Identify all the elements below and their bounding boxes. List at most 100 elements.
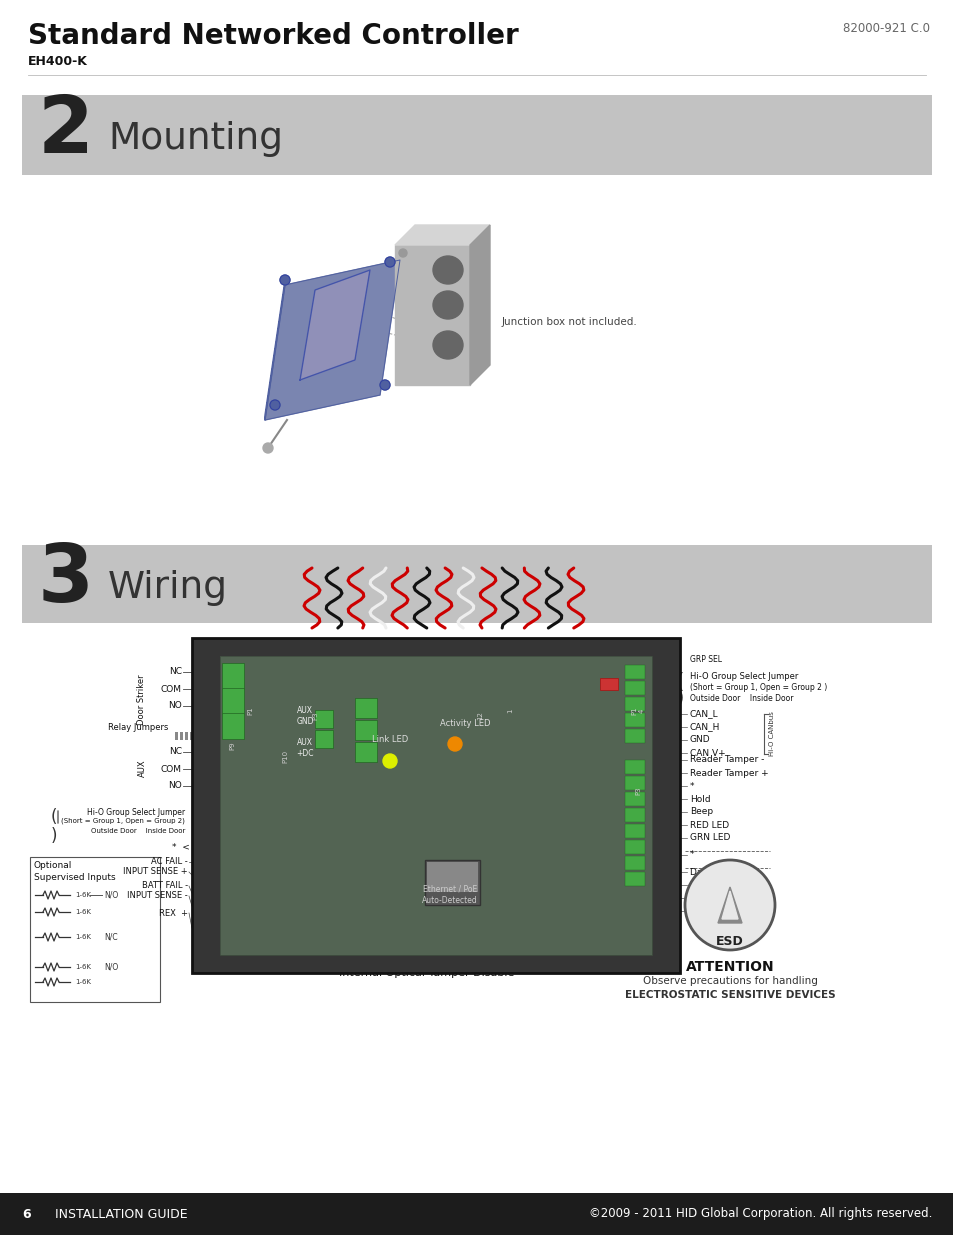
Bar — [427, 862, 477, 892]
Bar — [624, 664, 644, 679]
Bar — [314, 730, 333, 748]
Polygon shape — [395, 225, 490, 245]
Text: Reader Tamper +: Reader Tamper + — [689, 768, 768, 778]
Text: 1-6K: 1-6K — [75, 934, 91, 940]
Text: Outside Door    Inside Door: Outside Door Inside Door — [689, 694, 793, 703]
Text: AC FAIL -: AC FAIL - — [152, 857, 188, 867]
Bar — [624, 697, 644, 711]
Text: AUX
+DC: AUX +DC — [296, 739, 314, 758]
Text: (: ( — [51, 808, 57, 826]
Text: ): ) — [675, 688, 683, 708]
Text: GRP SEL: GRP SEL — [689, 656, 721, 664]
Text: 3: 3 — [38, 541, 94, 619]
Text: Door Striker: Door Striker — [137, 674, 147, 725]
Ellipse shape — [433, 291, 462, 319]
Text: Outside Door    Inside Door: Outside Door Inside Door — [91, 827, 185, 834]
Text: 6: 6 — [22, 1208, 30, 1220]
Text: N/O: N/O — [104, 962, 118, 972]
Text: NO: NO — [168, 701, 182, 710]
Text: 1-6K: 1-6K — [75, 979, 91, 986]
Text: Hi-O Group Select Jumper: Hi-O Group Select Jumper — [689, 672, 798, 680]
Bar — [624, 840, 644, 853]
Polygon shape — [395, 245, 470, 385]
Bar — [624, 792, 644, 806]
Bar — [222, 713, 244, 739]
Bar — [624, 680, 644, 695]
Bar — [624, 760, 644, 774]
Bar — [355, 742, 376, 762]
Bar — [174, 732, 178, 740]
Bar — [180, 732, 183, 740]
Text: ELECTROSTATIC SENSITIVE DEVICES: ELECTROSTATIC SENSITIVE DEVICES — [624, 990, 835, 1000]
Text: NC: NC — [169, 747, 182, 757]
Circle shape — [263, 443, 273, 453]
Text: COM: COM — [161, 764, 182, 773]
Text: (: ( — [675, 672, 683, 692]
Text: P3: P3 — [312, 711, 317, 720]
Text: NO: NO — [168, 782, 182, 790]
Text: *: * — [689, 851, 694, 860]
Circle shape — [448, 737, 461, 751]
Text: Ethernet / PoE
Auto-Detected: Ethernet / PoE Auto-Detected — [421, 885, 477, 905]
Circle shape — [382, 755, 396, 768]
Text: ©2009 - 2011 HID Global Corporation. All rights reserved.: ©2009 - 2011 HID Global Corporation. All… — [588, 1208, 931, 1220]
Text: CAN_L: CAN_L — [689, 709, 718, 719]
Bar — [599, 678, 618, 690]
Text: P9: P9 — [229, 742, 234, 751]
Text: Beep: Beep — [689, 808, 713, 816]
Bar — [424, 860, 479, 905]
Text: CAN V+: CAN V+ — [689, 748, 725, 757]
Text: INSTALLATION GUIDE: INSTALLATION GUIDE — [55, 1208, 188, 1220]
Text: Link LED: Link LED — [372, 735, 408, 743]
Text: Hi-O Group Select Jumper: Hi-O Group Select Jumper — [87, 808, 185, 818]
Text: 12: 12 — [476, 711, 482, 720]
Polygon shape — [299, 270, 370, 380]
Text: BATT FAIL -: BATT FAIL - — [142, 882, 188, 890]
Text: INPUT SENSE +: INPUT SENSE + — [123, 867, 188, 877]
Bar — [222, 688, 244, 714]
Text: GND: GND — [689, 893, 710, 903]
Text: INPUT SENSE -: INPUT SENSE - — [127, 892, 188, 900]
Bar — [185, 732, 188, 740]
Text: 82000-921 C.0: 82000-921 C.0 — [842, 22, 929, 35]
Text: *  <: * < — [172, 844, 190, 852]
Bar — [355, 720, 376, 740]
Text: Optional: Optional — [34, 861, 72, 869]
Text: Hold: Hold — [689, 794, 710, 804]
Polygon shape — [265, 261, 399, 420]
Text: * =   Internal Optical Tamper Disable: * = Internal Optical Tamper Disable — [310, 968, 514, 978]
Circle shape — [379, 380, 390, 390]
Text: (Short = Group 1, Open = Group 2): (Short = Group 1, Open = Group 2) — [61, 818, 185, 825]
Text: Note:: Note: — [310, 952, 344, 962]
Text: REX  +: REX + — [159, 909, 188, 918]
Bar — [0, 1193, 953, 1235]
Circle shape — [270, 400, 280, 410]
Bar — [190, 732, 193, 740]
Bar — [220, 656, 651, 955]
Bar — [220, 656, 651, 955]
Text: 1-6K: 1-6K — [75, 892, 91, 898]
Text: Junction box not included.: Junction box not included. — [501, 317, 638, 327]
Bar — [194, 732, 198, 740]
Text: N/O: N/O — [104, 890, 118, 899]
Bar — [624, 729, 644, 743]
Circle shape — [280, 275, 290, 285]
Text: Activity LED: Activity LED — [439, 719, 490, 727]
Text: Wiring: Wiring — [108, 571, 228, 606]
Text: Relay Jumpers: Relay Jumpers — [108, 724, 168, 732]
Bar — [624, 776, 644, 790]
Bar — [222, 663, 244, 689]
Text: *: * — [689, 782, 694, 790]
Bar — [22, 545, 931, 622]
Text: (Short = Group 1, Open = Group 2 ): (Short = Group 1, Open = Group 2 ) — [689, 683, 826, 692]
Polygon shape — [718, 887, 741, 923]
Text: Supervised Inputs: Supervised Inputs — [34, 873, 115, 882]
Text: ESD: ESD — [716, 935, 743, 948]
Circle shape — [398, 249, 407, 257]
Text: GND: GND — [689, 736, 710, 745]
Text: ): ) — [51, 827, 57, 845]
Text: 1: 1 — [506, 709, 513, 714]
Bar — [355, 698, 376, 718]
Text: Data1 / CLK: Data1 / CLK — [689, 867, 742, 877]
Text: 2: 2 — [38, 91, 94, 170]
